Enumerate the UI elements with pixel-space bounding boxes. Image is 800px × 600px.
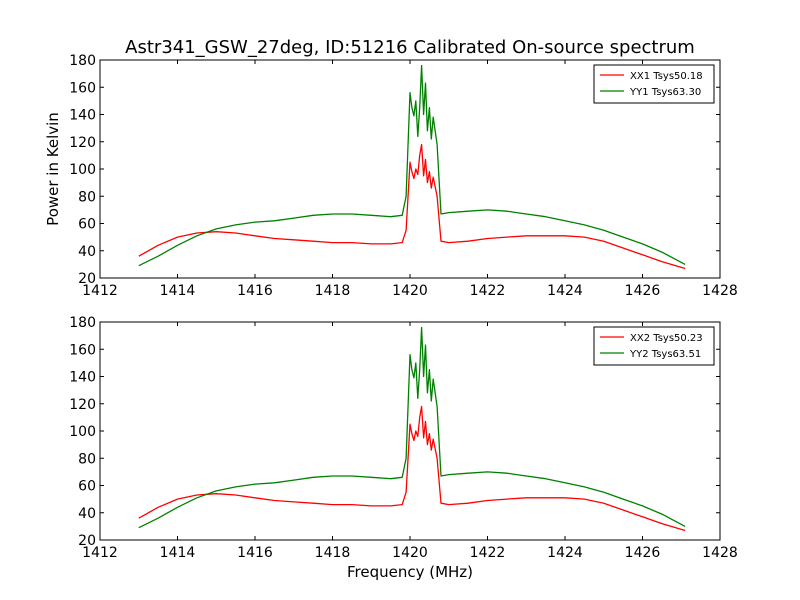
x-tick-label: 1420: [392, 283, 428, 299]
y-tick-label: 180: [69, 53, 96, 69]
series-line-xx: [138, 405, 686, 532]
series-line-yy: [138, 64, 686, 267]
figure-title: Astr341_GSW_27deg, ID:51216 Calibrated O…: [125, 37, 695, 58]
x-tick-label: 1414: [160, 283, 196, 299]
x-tick-label: 1418: [315, 283, 351, 299]
top-panel: 1412 1414 1416 1418 1420 1422 1424 1426 1428 20 40…: [44, 53, 738, 299]
y-tick-label: 160: [69, 80, 96, 96]
x-tick-label: 1428: [702, 545, 738, 561]
legend-frame: [593, 64, 715, 104]
y-tick-label: 20: [78, 533, 96, 549]
legend: XX2 Tsys50.23 YY2 Tsys63.51: [593, 326, 715, 366]
y-tick-label: 40: [78, 244, 96, 260]
y-tick-label: 100: [69, 162, 96, 178]
y-tick-label: 60: [78, 479, 96, 495]
y-tick-label: 120: [69, 397, 96, 413]
y-tick-label: 80: [78, 189, 96, 205]
x-tick-label: 1416: [237, 545, 273, 561]
y-axis-label: Power in Kelvin: [44, 112, 62, 226]
legend-entry: YY2 Tsys63.51: [629, 349, 701, 360]
x-tick-label: 1412: [82, 283, 118, 299]
series-line-yy: [138, 326, 686, 529]
legend-frame: [593, 326, 715, 366]
y-tick-label: 40: [78, 506, 96, 522]
x-tick-label: 1412: [82, 545, 118, 561]
y-tick-label: 20: [78, 271, 96, 287]
legend-entry: XX1 Tsys50.18: [630, 71, 703, 82]
bottom-panel: 1412 1414 1416 1418 1420 1422 1424 1426 1428 20 40…: [69, 315, 738, 581]
legend-entry: XX2 Tsys50.23: [630, 333, 703, 344]
y-tick-label: 100: [69, 424, 96, 440]
y-tick-label: 180: [69, 315, 96, 331]
y-tick-label: 160: [69, 342, 96, 358]
x-tick-label: 1428: [702, 283, 738, 299]
x-tick-label: 1424: [547, 283, 583, 299]
y-tick-label: 140: [69, 370, 96, 386]
x-tick-label: 1420: [392, 545, 428, 561]
y-tick-label: 120: [69, 135, 96, 151]
legend: XX1 Tsys50.18 YY1 Tsys63.30: [593, 64, 715, 104]
legend-entry: YY1 Tsys63.30: [629, 87, 701, 98]
x-tick-label: 1414: [160, 545, 196, 561]
series-line-xx: [138, 143, 686, 270]
y-tick-label: 140: [69, 108, 96, 124]
y-tick-label: 80: [78, 451, 96, 467]
x-tick-label: 1418: [315, 545, 351, 561]
x-tick-label: 1416: [237, 283, 273, 299]
x-tick-label: 1422: [470, 545, 506, 561]
x-tick-label: 1422: [470, 283, 506, 299]
y-tick-label: 60: [78, 217, 96, 233]
x-tick-label: 1426: [625, 545, 661, 561]
x-tick-label: 1424: [547, 545, 583, 561]
x-tick-label: 1426: [625, 283, 661, 299]
x-axis-label: Frequency (MHz): [347, 563, 473, 581]
